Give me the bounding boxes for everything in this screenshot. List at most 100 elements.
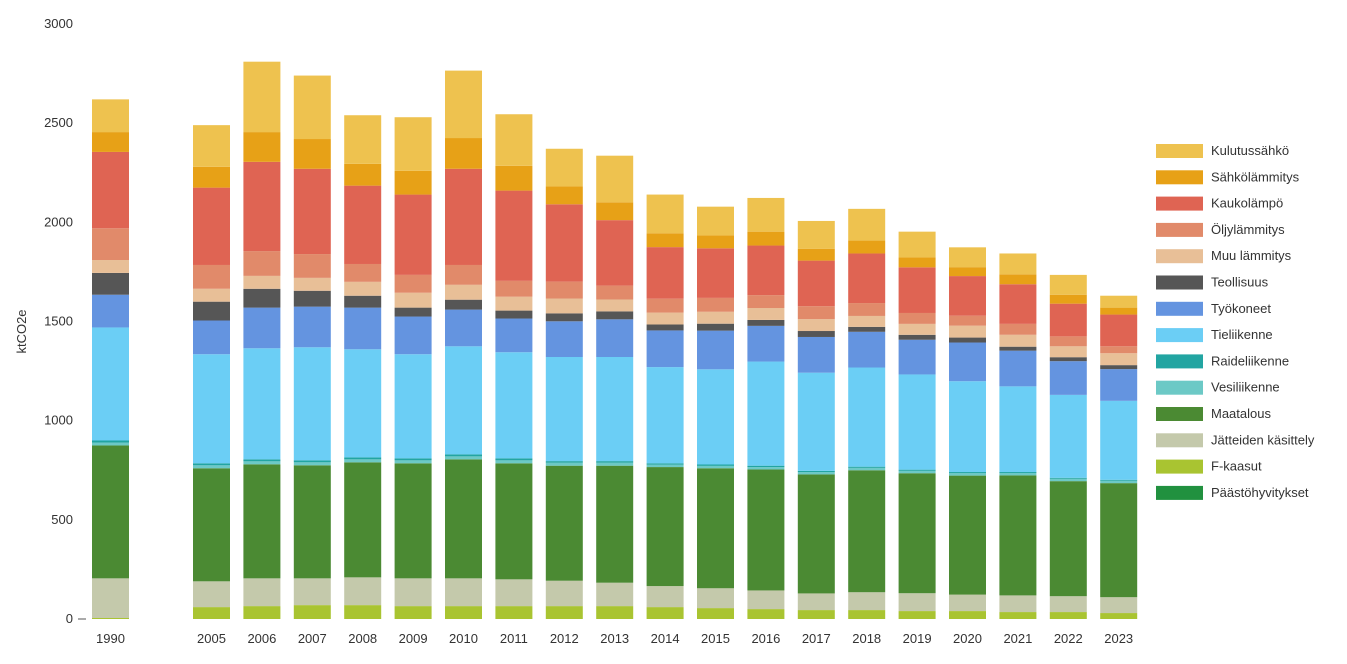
bar-segment bbox=[1049, 477, 1087, 479]
bar-segment bbox=[193, 581, 230, 608]
bar-segment bbox=[646, 312, 684, 325]
bar-segment bbox=[596, 357, 634, 462]
legend-label: Jätteiden käsittely bbox=[1211, 432, 1315, 447]
bar-segment bbox=[344, 295, 382, 308]
x-tick-label: 2018 bbox=[852, 631, 881, 646]
bar-segment bbox=[898, 374, 936, 470]
bar-segment bbox=[949, 325, 986, 338]
bar-segment bbox=[797, 372, 835, 471]
bar-segment bbox=[646, 194, 684, 234]
bar-segment bbox=[344, 457, 382, 460]
bar-segment bbox=[445, 578, 482, 607]
legend-item: F-kaasut bbox=[1156, 459, 1262, 474]
bar-segment bbox=[193, 607, 230, 619]
x-tick-label: 2020 bbox=[953, 631, 982, 646]
bar-stack-2019 bbox=[898, 231, 936, 619]
bar-segment bbox=[697, 465, 734, 469]
bar-segment bbox=[999, 253, 1037, 275]
legend-swatch bbox=[1156, 275, 1203, 290]
bar-segment bbox=[545, 148, 583, 187]
bar-stack-2007 bbox=[293, 75, 331, 619]
bar-segment bbox=[293, 290, 331, 307]
bar-segment bbox=[797, 593, 835, 611]
bar-segment bbox=[1049, 612, 1087, 619]
legend-swatch bbox=[1156, 485, 1203, 500]
x-tick-label: 2016 bbox=[751, 631, 780, 646]
bar-segment bbox=[293, 306, 331, 348]
legend-item: Työkoneet bbox=[1156, 301, 1271, 316]
bar-segment bbox=[898, 257, 936, 268]
bar-segment bbox=[646, 233, 684, 248]
legend-item: Teollisuus bbox=[1156, 275, 1269, 290]
bar-segment bbox=[545, 465, 583, 581]
bar-segment bbox=[394, 170, 432, 195]
bar-segment bbox=[193, 125, 230, 167]
x-tick-label: 2015 bbox=[701, 631, 730, 646]
bar-segment bbox=[1100, 353, 1138, 366]
bar-segment bbox=[646, 367, 684, 464]
bar-segment bbox=[848, 367, 886, 467]
bar-segment bbox=[848, 331, 886, 368]
bar-segment bbox=[747, 295, 785, 309]
bar-segment bbox=[797, 248, 835, 261]
bar-segment bbox=[697, 330, 734, 370]
bar-segment bbox=[797, 470, 835, 473]
bar-segment bbox=[999, 350, 1037, 387]
bar-segment bbox=[999, 334, 1037, 347]
bar-segment bbox=[495, 463, 533, 580]
bar-segment bbox=[848, 326, 886, 332]
bar-segment bbox=[243, 251, 281, 276]
bar-stack-2009 bbox=[394, 117, 432, 619]
x-tick-label: 2019 bbox=[903, 631, 932, 646]
x-tick-label: 2005 bbox=[197, 631, 226, 646]
bar-segment bbox=[445, 606, 482, 619]
bar-stack-2016 bbox=[747, 197, 785, 619]
bar-stack-2018 bbox=[848, 208, 886, 619]
x-tick-label: 2023 bbox=[1104, 631, 1133, 646]
bar-segment bbox=[344, 349, 382, 458]
bar-segment bbox=[596, 299, 634, 312]
bar-segment bbox=[92, 294, 129, 328]
bar-segment bbox=[545, 186, 583, 205]
bar-segment bbox=[646, 330, 684, 368]
bar-stack-2017 bbox=[797, 220, 835, 619]
bar-segment bbox=[646, 467, 684, 587]
bar-segment bbox=[949, 315, 986, 326]
bar-segment bbox=[1100, 295, 1138, 308]
bar-segment bbox=[898, 334, 936, 340]
legend-swatch bbox=[1156, 301, 1203, 316]
bar-segment bbox=[243, 459, 281, 462]
bar-segment bbox=[293, 277, 331, 291]
legend-label: Teollisuus bbox=[1211, 275, 1269, 290]
bar-stack-2008 bbox=[344, 115, 382, 619]
bar-segment bbox=[344, 307, 382, 350]
x-tick-label: 2017 bbox=[802, 631, 831, 646]
bar-segment bbox=[344, 163, 382, 186]
bar-segment bbox=[193, 320, 230, 355]
legend-label: Maatalous bbox=[1211, 406, 1271, 421]
bar-segment bbox=[243, 348, 281, 460]
bar-segment bbox=[344, 459, 382, 463]
bar-segment bbox=[394, 354, 432, 459]
bar-segment bbox=[394, 463, 432, 579]
bar-segment bbox=[848, 592, 886, 611]
bar-segment bbox=[898, 470, 936, 474]
bar-segment bbox=[545, 313, 583, 322]
x-tick-label: 2011 bbox=[500, 631, 528, 646]
bar-segment bbox=[545, 580, 583, 607]
bar-segment bbox=[949, 342, 986, 382]
bar-segment bbox=[646, 586, 684, 608]
legend-swatch bbox=[1156, 144, 1203, 158]
bar-segment bbox=[545, 461, 583, 463]
bar-segment bbox=[797, 260, 835, 307]
bar-stack-2023 bbox=[1100, 295, 1138, 619]
bar-segment bbox=[394, 458, 432, 461]
bar-segment bbox=[243, 275, 281, 289]
bar-segment bbox=[394, 316, 432, 355]
bar-segment bbox=[92, 272, 129, 295]
bar-segment bbox=[92, 618, 129, 619]
bar-segment bbox=[1049, 481, 1087, 597]
bar-segment bbox=[646, 463, 684, 465]
bar-segment bbox=[797, 319, 835, 332]
bar-segment bbox=[243, 307, 281, 349]
